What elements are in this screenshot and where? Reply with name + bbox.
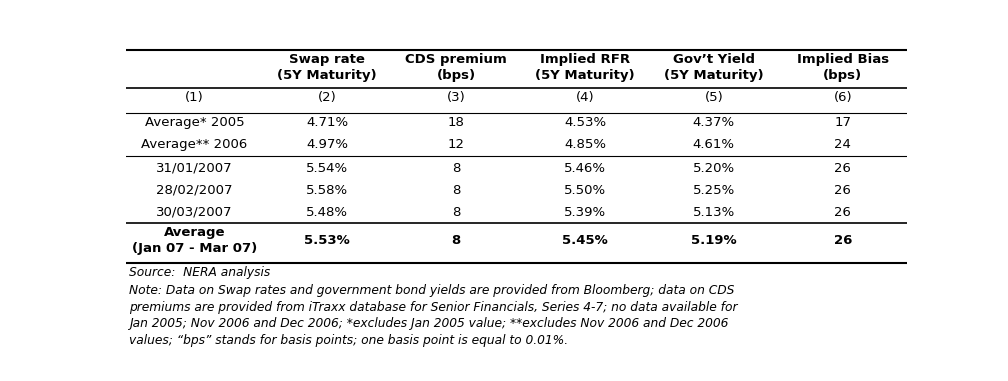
Text: 26: 26 <box>835 206 851 219</box>
Text: Implied RFR: Implied RFR <box>540 53 630 66</box>
Text: (2): (2) <box>318 91 337 104</box>
Text: 5.45%: 5.45% <box>562 234 608 247</box>
Text: Average: Average <box>163 226 225 239</box>
Text: Jan 2005; Nov 2006 and Dec 2006; *excludes Jan 2005 value; **excludes Nov 2006 a: Jan 2005; Nov 2006 and Dec 2006; *exclud… <box>129 317 729 330</box>
Text: (6): (6) <box>834 91 852 104</box>
Text: (bps): (bps) <box>824 69 862 82</box>
Text: 5.39%: 5.39% <box>563 206 606 219</box>
Text: Average* 2005: Average* 2005 <box>144 116 244 129</box>
Text: 5.48%: 5.48% <box>306 206 348 219</box>
Text: 4.37%: 4.37% <box>692 116 735 129</box>
Text: 26: 26 <box>834 234 852 247</box>
Text: 5.50%: 5.50% <box>563 184 606 197</box>
Text: (5): (5) <box>705 91 723 104</box>
Text: 8: 8 <box>452 184 461 197</box>
Text: 12: 12 <box>448 138 465 151</box>
Text: premiums are provided from iTraxx database for Senior Financials, Series 4-7; no: premiums are provided from iTraxx databa… <box>129 301 738 314</box>
Text: (Jan 07 - Mar 07): (Jan 07 - Mar 07) <box>132 242 257 255</box>
Text: 5.54%: 5.54% <box>306 162 348 174</box>
Text: 18: 18 <box>448 116 465 129</box>
Text: 4.71%: 4.71% <box>306 116 348 129</box>
Text: 8: 8 <box>452 206 461 219</box>
Text: Gov’t Yield: Gov’t Yield <box>673 53 755 66</box>
Text: Note: Data on Swap rates and government bond yields are provided from Bloomberg;: Note: Data on Swap rates and government … <box>129 284 735 297</box>
Text: 5.58%: 5.58% <box>306 184 348 197</box>
Text: (bps): (bps) <box>436 69 476 82</box>
Text: 31/01/2007: 31/01/2007 <box>156 162 233 174</box>
Text: (5Y Maturity): (5Y Maturity) <box>664 69 764 82</box>
Text: 4.53%: 4.53% <box>563 116 606 129</box>
Text: 8: 8 <box>452 234 461 247</box>
Text: 5.46%: 5.46% <box>563 162 606 174</box>
Text: 5.25%: 5.25% <box>692 184 735 197</box>
Text: 24: 24 <box>835 138 851 151</box>
Text: 26: 26 <box>835 184 851 197</box>
Text: (1): (1) <box>185 91 204 104</box>
Text: (3): (3) <box>447 91 466 104</box>
Text: (4): (4) <box>576 91 595 104</box>
Text: CDS premium: CDS premium <box>405 53 507 66</box>
Text: Source:  NERA analysis: Source: NERA analysis <box>129 266 270 279</box>
Text: (5Y Maturity): (5Y Maturity) <box>277 69 377 82</box>
Text: 28/02/2007: 28/02/2007 <box>156 184 233 197</box>
Text: 4.97%: 4.97% <box>306 138 348 151</box>
Text: Swap rate: Swap rate <box>289 53 365 66</box>
Text: 26: 26 <box>835 162 851 174</box>
Text: 4.61%: 4.61% <box>692 138 735 151</box>
Text: 17: 17 <box>835 116 851 129</box>
Text: Average** 2006: Average** 2006 <box>141 138 248 151</box>
Text: values; “bps” stands for basis points; one basis point is equal to 0.01%.: values; “bps” stands for basis points; o… <box>129 334 569 347</box>
Text: 4.85%: 4.85% <box>563 138 606 151</box>
Text: Implied Bias: Implied Bias <box>796 53 889 66</box>
Text: 30/03/2007: 30/03/2007 <box>156 206 233 219</box>
Text: 5.13%: 5.13% <box>692 206 735 219</box>
Text: 8: 8 <box>452 162 461 174</box>
Text: 5.53%: 5.53% <box>304 234 350 247</box>
Text: 5.20%: 5.20% <box>692 162 735 174</box>
Text: 5.19%: 5.19% <box>691 234 737 247</box>
Text: (5Y Maturity): (5Y Maturity) <box>535 69 635 82</box>
